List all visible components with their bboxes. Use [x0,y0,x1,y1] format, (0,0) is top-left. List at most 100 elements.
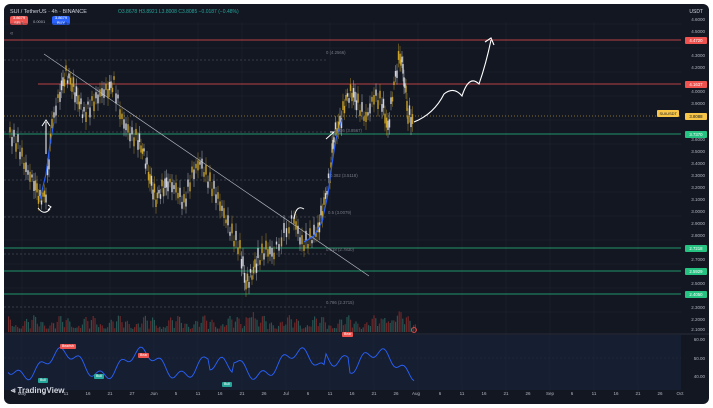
hand-drawn-arrow [325,131,336,140]
volume-bar [344,324,346,332]
arrow-head-icon [484,37,495,46]
candle-body [155,199,157,207]
volume-bar [47,328,49,332]
osc-tick: 50.00 [693,356,705,361]
candle-body [348,98,350,103]
volume-bar [396,315,398,332]
volume-bar [157,327,159,332]
candle-body [396,70,398,78]
price-axis[interactable]: 4.6000 4.5000 4.3000 4.2000 4.0000 3.900… [681,4,709,334]
candle-body [185,198,187,207]
volume-bar [125,321,127,332]
volume-bar [378,323,380,332]
sell-button[interactable]: 3.8679 SELL [10,15,28,25]
volume-bar [20,328,22,332]
price-chart[interactable] [4,4,709,404]
candle-body [271,248,273,257]
volume-bar [182,327,184,332]
volume-bar [33,315,35,332]
time-tick: 6 [42,391,46,396]
candle-body [324,193,327,199]
candle-body [290,215,293,219]
candle-body [9,127,11,133]
candle-body [336,128,338,137]
volume-bar [81,324,83,332]
volume-bar [27,321,29,332]
price-tick: 4.0000 [691,89,705,94]
buy-price: 3.8679 [54,15,68,20]
volume-bar [261,316,263,332]
volume-bar [99,324,101,332]
price-tick: 3.5000 [691,149,705,154]
candle-body [307,244,309,249]
volume-bar [260,322,262,332]
volume-bar [404,324,406,332]
candle-body [207,181,209,188]
tradingview-logo[interactable]: ⪡ TradingView [11,386,65,396]
candle-body [21,147,23,157]
volume-bar [224,326,226,332]
volume-bar [54,328,56,332]
volume-bar [24,321,26,332]
candle-body [125,123,127,131]
candle-body [81,114,84,119]
volume-bar [326,328,328,332]
candle-body [252,266,255,274]
candle-body [95,92,97,99]
time-tick: 5 [174,391,178,396]
candle-body [301,235,303,245]
candle-body [351,92,353,102]
candle-body [209,172,211,182]
collapse-chevron-icon[interactable]: « [10,31,14,37]
candle-body [93,101,95,112]
symbol-title[interactable]: SUI / TetherUS · 4h · BINANCE [10,9,87,15]
volume-bar [119,316,121,332]
fib-label: 0.618 (2.7830) [326,247,354,252]
candle-body [17,134,19,143]
volume-bar [121,322,123,332]
volume-bar [193,324,195,332]
time-tick: Jun [150,391,158,396]
volume-bar [351,327,353,332]
volume-bar [384,317,386,332]
candle-body [280,237,283,247]
time-tick: 26 [657,391,663,396]
volume-bar [407,316,409,332]
volume-bar [366,322,368,332]
price-tick: 2.3000 [691,305,705,310]
price-tick: 2.2000 [691,317,705,322]
candle-body [57,94,59,99]
candle-body [408,105,411,115]
volume-bar [294,322,296,332]
currency-label[interactable]: USDT [689,9,703,15]
candle-body [165,177,168,188]
volume-bar [159,326,161,332]
candle-body [77,95,79,105]
candle-body [223,208,225,219]
volume-bar [139,327,141,332]
volume-bar [335,328,337,332]
price-tag-resistance: 4.1637 [685,81,707,88]
volume-bar [153,319,155,332]
time-tick: 26 [393,391,399,396]
candle-body [377,100,379,109]
volume-bar [144,315,146,332]
volume-bar [233,327,235,332]
volume-bar [330,325,332,332]
candle-body [89,107,91,118]
candle-body [179,187,181,198]
candle-body [147,171,150,181]
volume-bar [200,322,202,332]
volume-bar [333,328,335,332]
hand-drawn-arrow [37,207,51,213]
candle-body [385,117,388,128]
volume-bar [60,316,62,332]
candle-body [237,247,239,255]
volume-bar [395,321,397,332]
candle-body [400,59,402,66]
candle-body [197,160,199,171]
candle-body [321,211,324,221]
buy-button[interactable]: 3.8679 BUY [52,15,70,25]
volume-bar [382,319,384,332]
candle-body [107,88,109,99]
